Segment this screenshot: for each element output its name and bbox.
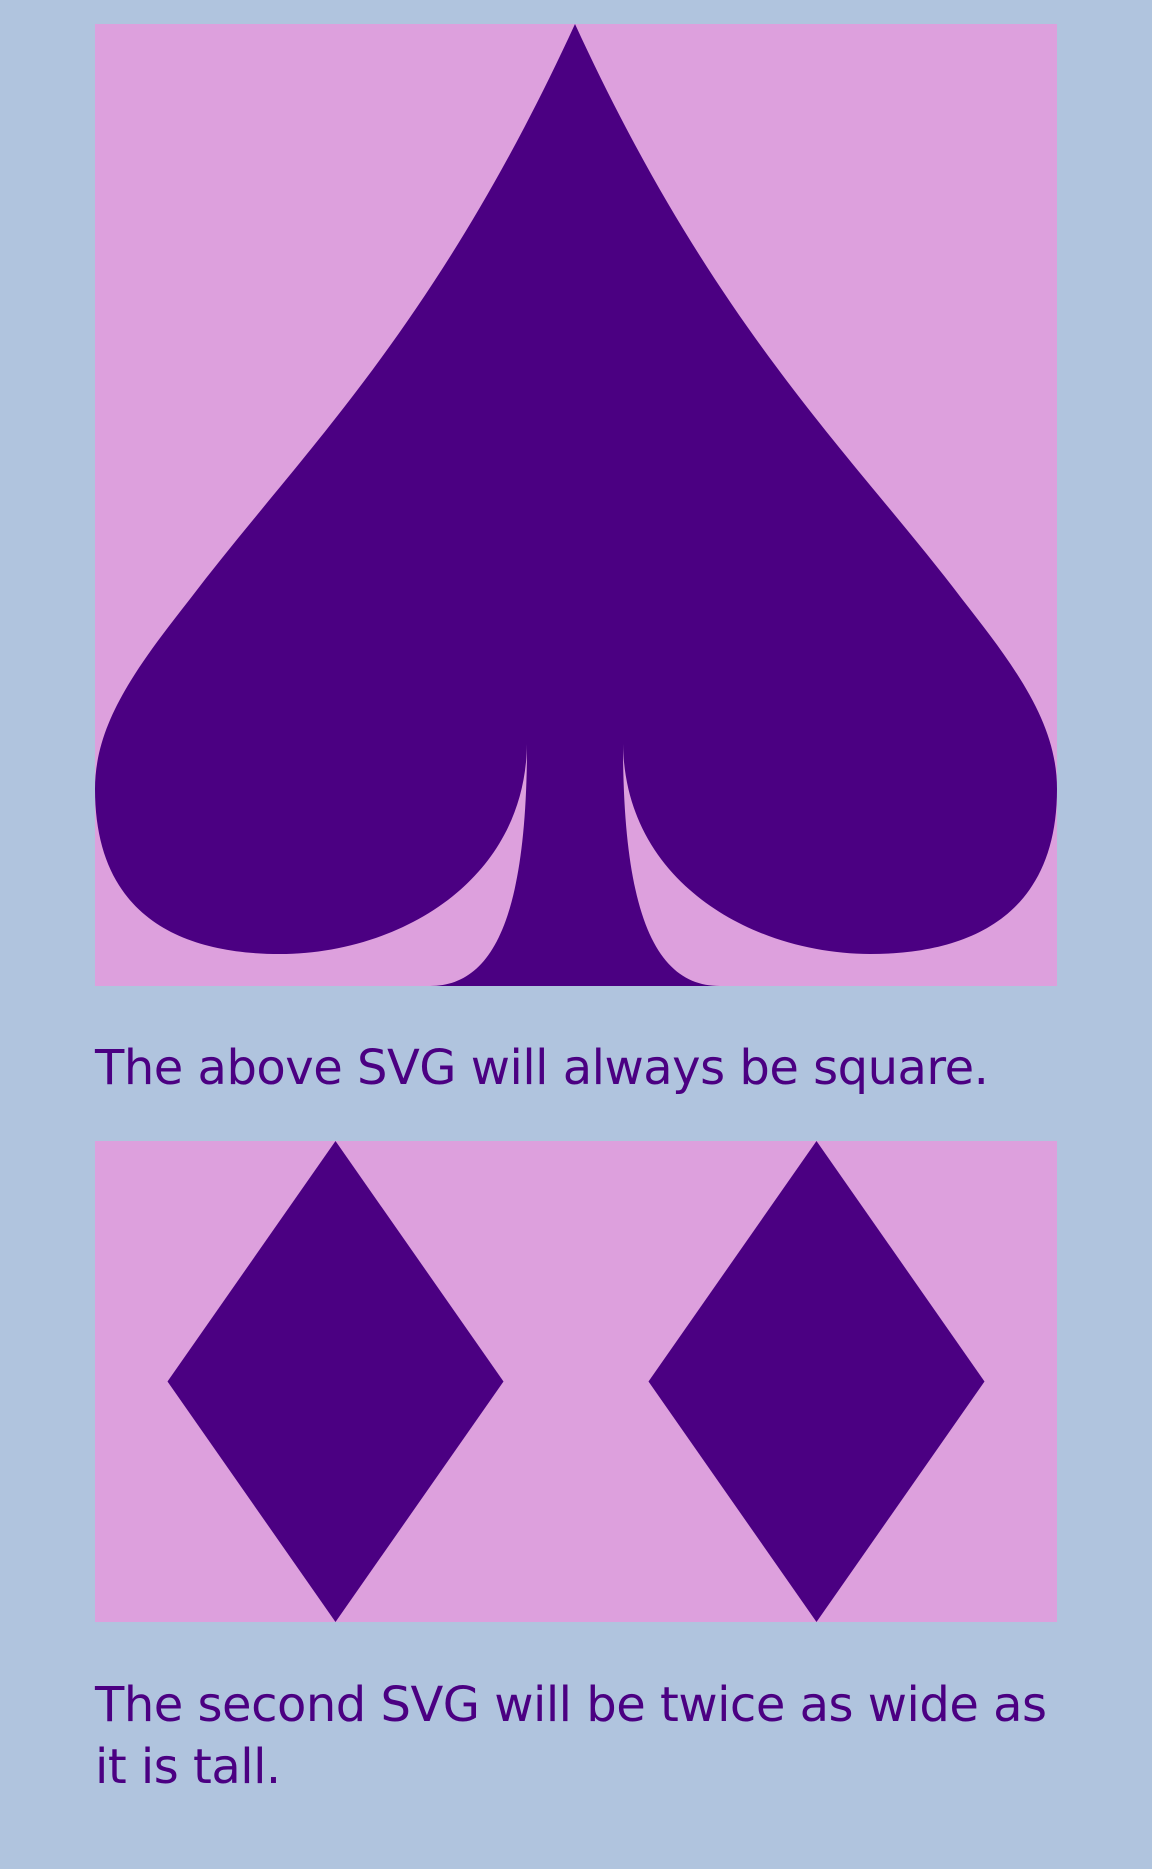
square-svg-figure [95, 24, 1057, 986]
diamond-icon [167, 1141, 504, 1622]
wide-svg-caption: The second SVG will be twice as wide as … [95, 1677, 1047, 1795]
diamond-icon [648, 1141, 985, 1622]
square-svg-caption: The above SVG will always be square. [95, 1040, 989, 1096]
content-column: The above SVG will always be square. The… [95, 24, 1057, 1798]
spade-icon [95, 24, 1057, 986]
wide-svg-figure [95, 1141, 1057, 1622]
